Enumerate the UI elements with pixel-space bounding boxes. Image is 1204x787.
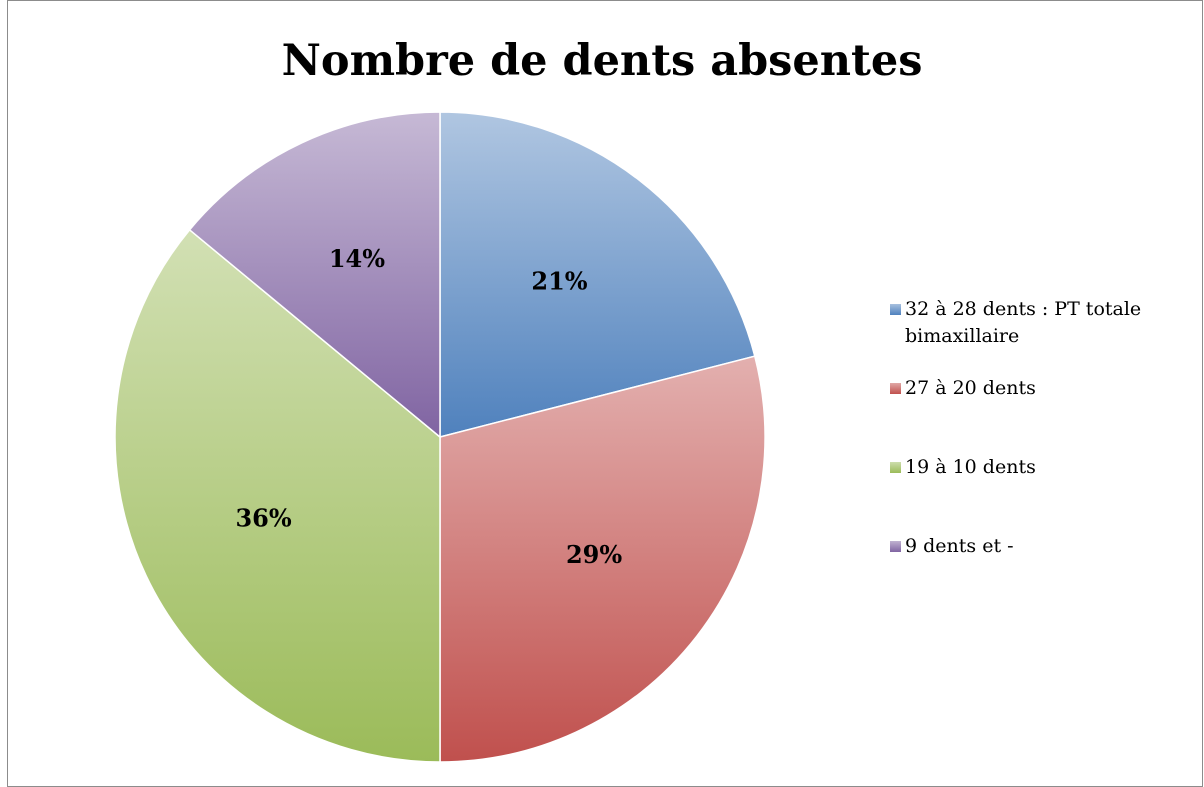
legend-swatch <box>890 541 901 552</box>
pie-slice <box>114 228 441 763</box>
legend-swatch <box>890 383 901 394</box>
data-label: 29% <box>566 540 622 569</box>
legend-swatch <box>890 462 901 473</box>
data-label: 21% <box>531 266 587 295</box>
legend-label: 27 à 20 dents <box>905 377 1036 399</box>
legend-label: 19 à 10 dents <box>905 456 1036 478</box>
pie-slice <box>439 355 766 763</box>
data-label: 14% <box>329 244 385 273</box>
legend-item: 32 à 28 dents : PT totale bimaxillaire <box>890 296 1190 350</box>
data-label: 36% <box>235 504 291 533</box>
legend-label: 32 à 28 dents : PT totale bimaxillaire <box>905 298 1142 347</box>
legend-swatch <box>890 304 901 315</box>
legend-item: 27 à 20 dents <box>890 375 1190 402</box>
pie-slice <box>439 111 756 438</box>
chart-title: Nombre de dents absentes <box>282 36 923 86</box>
legend-item: 19 à 10 dents <box>890 454 1190 481</box>
legend-item: 9 dents et - <box>890 533 1190 560</box>
pie-slice <box>188 111 441 439</box>
legend-label: 9 dents et - <box>905 535 1014 557</box>
